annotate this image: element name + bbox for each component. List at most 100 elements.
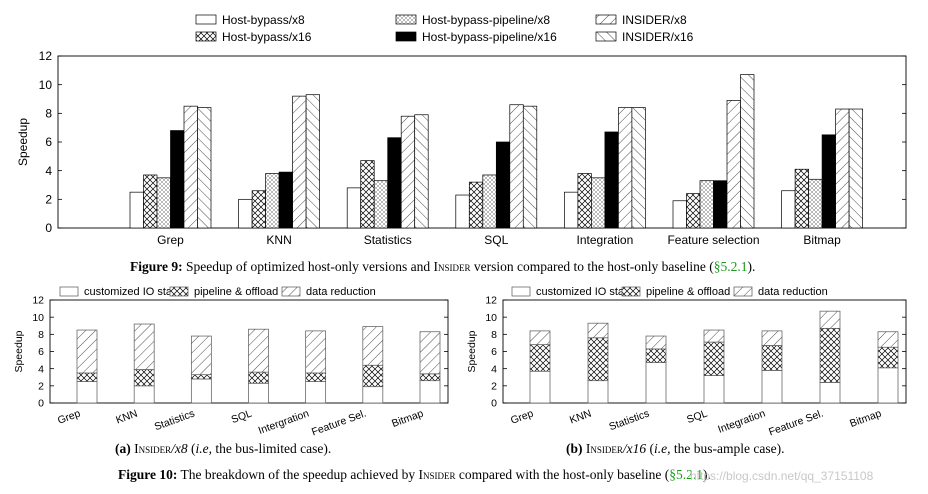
fig9-legend-swatch bbox=[195, 31, 217, 42]
fig9-bar bbox=[346, 187, 362, 229]
fig10a-legend-swatch bbox=[169, 286, 189, 297]
fig10b-bar-segment bbox=[529, 370, 551, 404]
fig9-bar bbox=[238, 198, 253, 229]
fig9-ytick-label: 12 bbox=[39, 49, 53, 63]
fig9-xtick-label: KNN bbox=[266, 233, 291, 247]
fig10a-bar-segment bbox=[248, 382, 269, 404]
fig9-legend-label: Host-bypass-pipeline/x16 bbox=[422, 30, 557, 44]
fig9-bar bbox=[143, 174, 158, 229]
fig10a-bar-segment bbox=[133, 385, 155, 404]
fig10a-legend-swatch bbox=[59, 286, 79, 297]
fig9-legend-swatch bbox=[195, 14, 217, 25]
fig10b-ytick-label: 2 bbox=[491, 381, 497, 393]
fig10b-bar-segment bbox=[587, 322, 609, 339]
fig10b-bar-segment bbox=[587, 380, 609, 404]
fig9-bar bbox=[848, 108, 863, 229]
fig10b-bar-segment bbox=[761, 345, 783, 371]
fig10b-bar-segment bbox=[587, 337, 609, 382]
fig9-ytick-label: 6 bbox=[45, 135, 52, 149]
fig9-bar bbox=[631, 107, 646, 229]
fig9-bar bbox=[618, 107, 633, 229]
fig10b-ytick-label: 10 bbox=[485, 312, 497, 324]
fig9-bar bbox=[400, 115, 416, 229]
fig10b-ytick-label: 8 bbox=[491, 329, 497, 341]
fig10a-bar-segment bbox=[305, 330, 327, 374]
fig9-bar bbox=[686, 193, 701, 229]
fig9-legend-swatch bbox=[395, 14, 417, 25]
watermark: https://blog.csdn.net/qq_37151108 bbox=[690, 469, 874, 483]
fig9-bar bbox=[360, 160, 375, 229]
fig10a-bar-segment bbox=[190, 335, 212, 376]
fig10b-bar-segment bbox=[819, 310, 841, 329]
fig9-bar bbox=[781, 190, 796, 229]
figure-10b-ie: i.e, bbox=[654, 441, 671, 456]
fig9-bar bbox=[577, 173, 592, 229]
fig9-bar bbox=[278, 171, 293, 229]
fig10b-bar-segment bbox=[819, 382, 841, 404]
fig9-ytick-label: 4 bbox=[45, 164, 52, 178]
fig9-bar bbox=[455, 194, 470, 229]
fig10a-ytick-label: 0 bbox=[38, 398, 44, 410]
figure-10-caption-name: Insider bbox=[418, 467, 456, 482]
fig9-bar bbox=[564, 191, 579, 229]
figure-10-caption-post: compared with the host-only baseline ( bbox=[455, 467, 670, 482]
fig10a-ytick-label: 12 bbox=[32, 295, 44, 307]
fig10b-legend-swatch bbox=[733, 286, 753, 297]
figure-9-section-link[interactable]: §5.2.1 bbox=[713, 259, 748, 274]
fig10b-legend-label: customized IO stack bbox=[536, 286, 636, 298]
fig9-bar bbox=[387, 137, 402, 229]
fig10b-bar-segment bbox=[877, 331, 899, 348]
fig10b-ytick-label: 0 bbox=[491, 398, 497, 410]
fig10a-bar-segment bbox=[248, 371, 269, 384]
fig9-bar bbox=[604, 131, 619, 229]
fig9-bar bbox=[522, 105, 538, 229]
figure-10a-caption: (a) Insider/x8 (i.e, the bus-limited cas… bbox=[115, 441, 332, 456]
fig9-ytick-label: 2 bbox=[45, 193, 52, 207]
figure-10a-ie: i.e, bbox=[195, 441, 213, 456]
fig9-bar bbox=[495, 141, 511, 229]
fig10a-xtick-label: SQL bbox=[230, 407, 254, 426]
fig9-bar bbox=[726, 100, 741, 229]
fig10b-xtick-label: Feature Sel. bbox=[767, 408, 825, 439]
fig10b-ylabel: Speedup bbox=[466, 330, 478, 372]
fig10a-legend-label: pipeline & offload bbox=[194, 286, 278, 298]
fig10b-legend-label: data reduction bbox=[758, 286, 828, 298]
fig10a-ytick-label: 8 bbox=[38, 329, 44, 341]
figure-10-section-link[interactable]: §5.2.1 bbox=[669, 467, 703, 482]
fig9-xtick-label: Bitmap bbox=[803, 233, 841, 247]
fig9-bar bbox=[808, 178, 823, 229]
fig10a-ytick-label: 4 bbox=[38, 363, 44, 375]
fig10b-bar-segment bbox=[761, 370, 783, 404]
figure-10b-version: /x16 bbox=[622, 441, 647, 456]
fig10a-bar-segment bbox=[190, 374, 212, 380]
fig9-xtick-label: Statistics bbox=[364, 233, 412, 247]
fig9-bar bbox=[713, 180, 728, 229]
fig9-ylabel: Speedup bbox=[16, 118, 30, 166]
fig9-bar bbox=[156, 177, 171, 229]
fig9-legend-swatch bbox=[595, 31, 617, 42]
fig10a-ytick-label: 2 bbox=[38, 381, 44, 393]
fig9-legend-label: INSIDER/x16 bbox=[622, 30, 694, 44]
fig9-legend-swatch bbox=[395, 31, 417, 42]
fig10b-bar-segment bbox=[645, 335, 667, 350]
fig9-legend-label: Host-bypass-pipeline/x8 bbox=[422, 13, 550, 27]
figure-10-label: Figure 10: bbox=[118, 467, 178, 482]
fig10a-bar-segment bbox=[76, 329, 98, 374]
fig10a-xtick-label: Bitmap bbox=[390, 407, 425, 430]
fig10b-bar-segment bbox=[645, 348, 667, 364]
fig10b-bar-segment bbox=[877, 367, 899, 404]
fig9-ytick-label: 8 bbox=[45, 107, 52, 121]
fig10b-legend-swatch bbox=[621, 286, 641, 297]
fig10b-legend-swatch bbox=[511, 286, 531, 297]
fig10b-bar-segment bbox=[529, 330, 551, 345]
fig10a-legend-swatch bbox=[281, 286, 301, 297]
figure-10-caption-end: ). bbox=[703, 467, 711, 482]
fig9-bar bbox=[129, 191, 144, 229]
fig9-bar bbox=[197, 107, 212, 229]
fig9-bar bbox=[672, 200, 687, 229]
fig10b-bar-segment bbox=[529, 344, 551, 372]
figure-10a-name: Insider bbox=[134, 441, 172, 456]
fig10b-legend-label: pipeline & offload bbox=[646, 286, 730, 298]
fig9-bar bbox=[821, 134, 836, 229]
